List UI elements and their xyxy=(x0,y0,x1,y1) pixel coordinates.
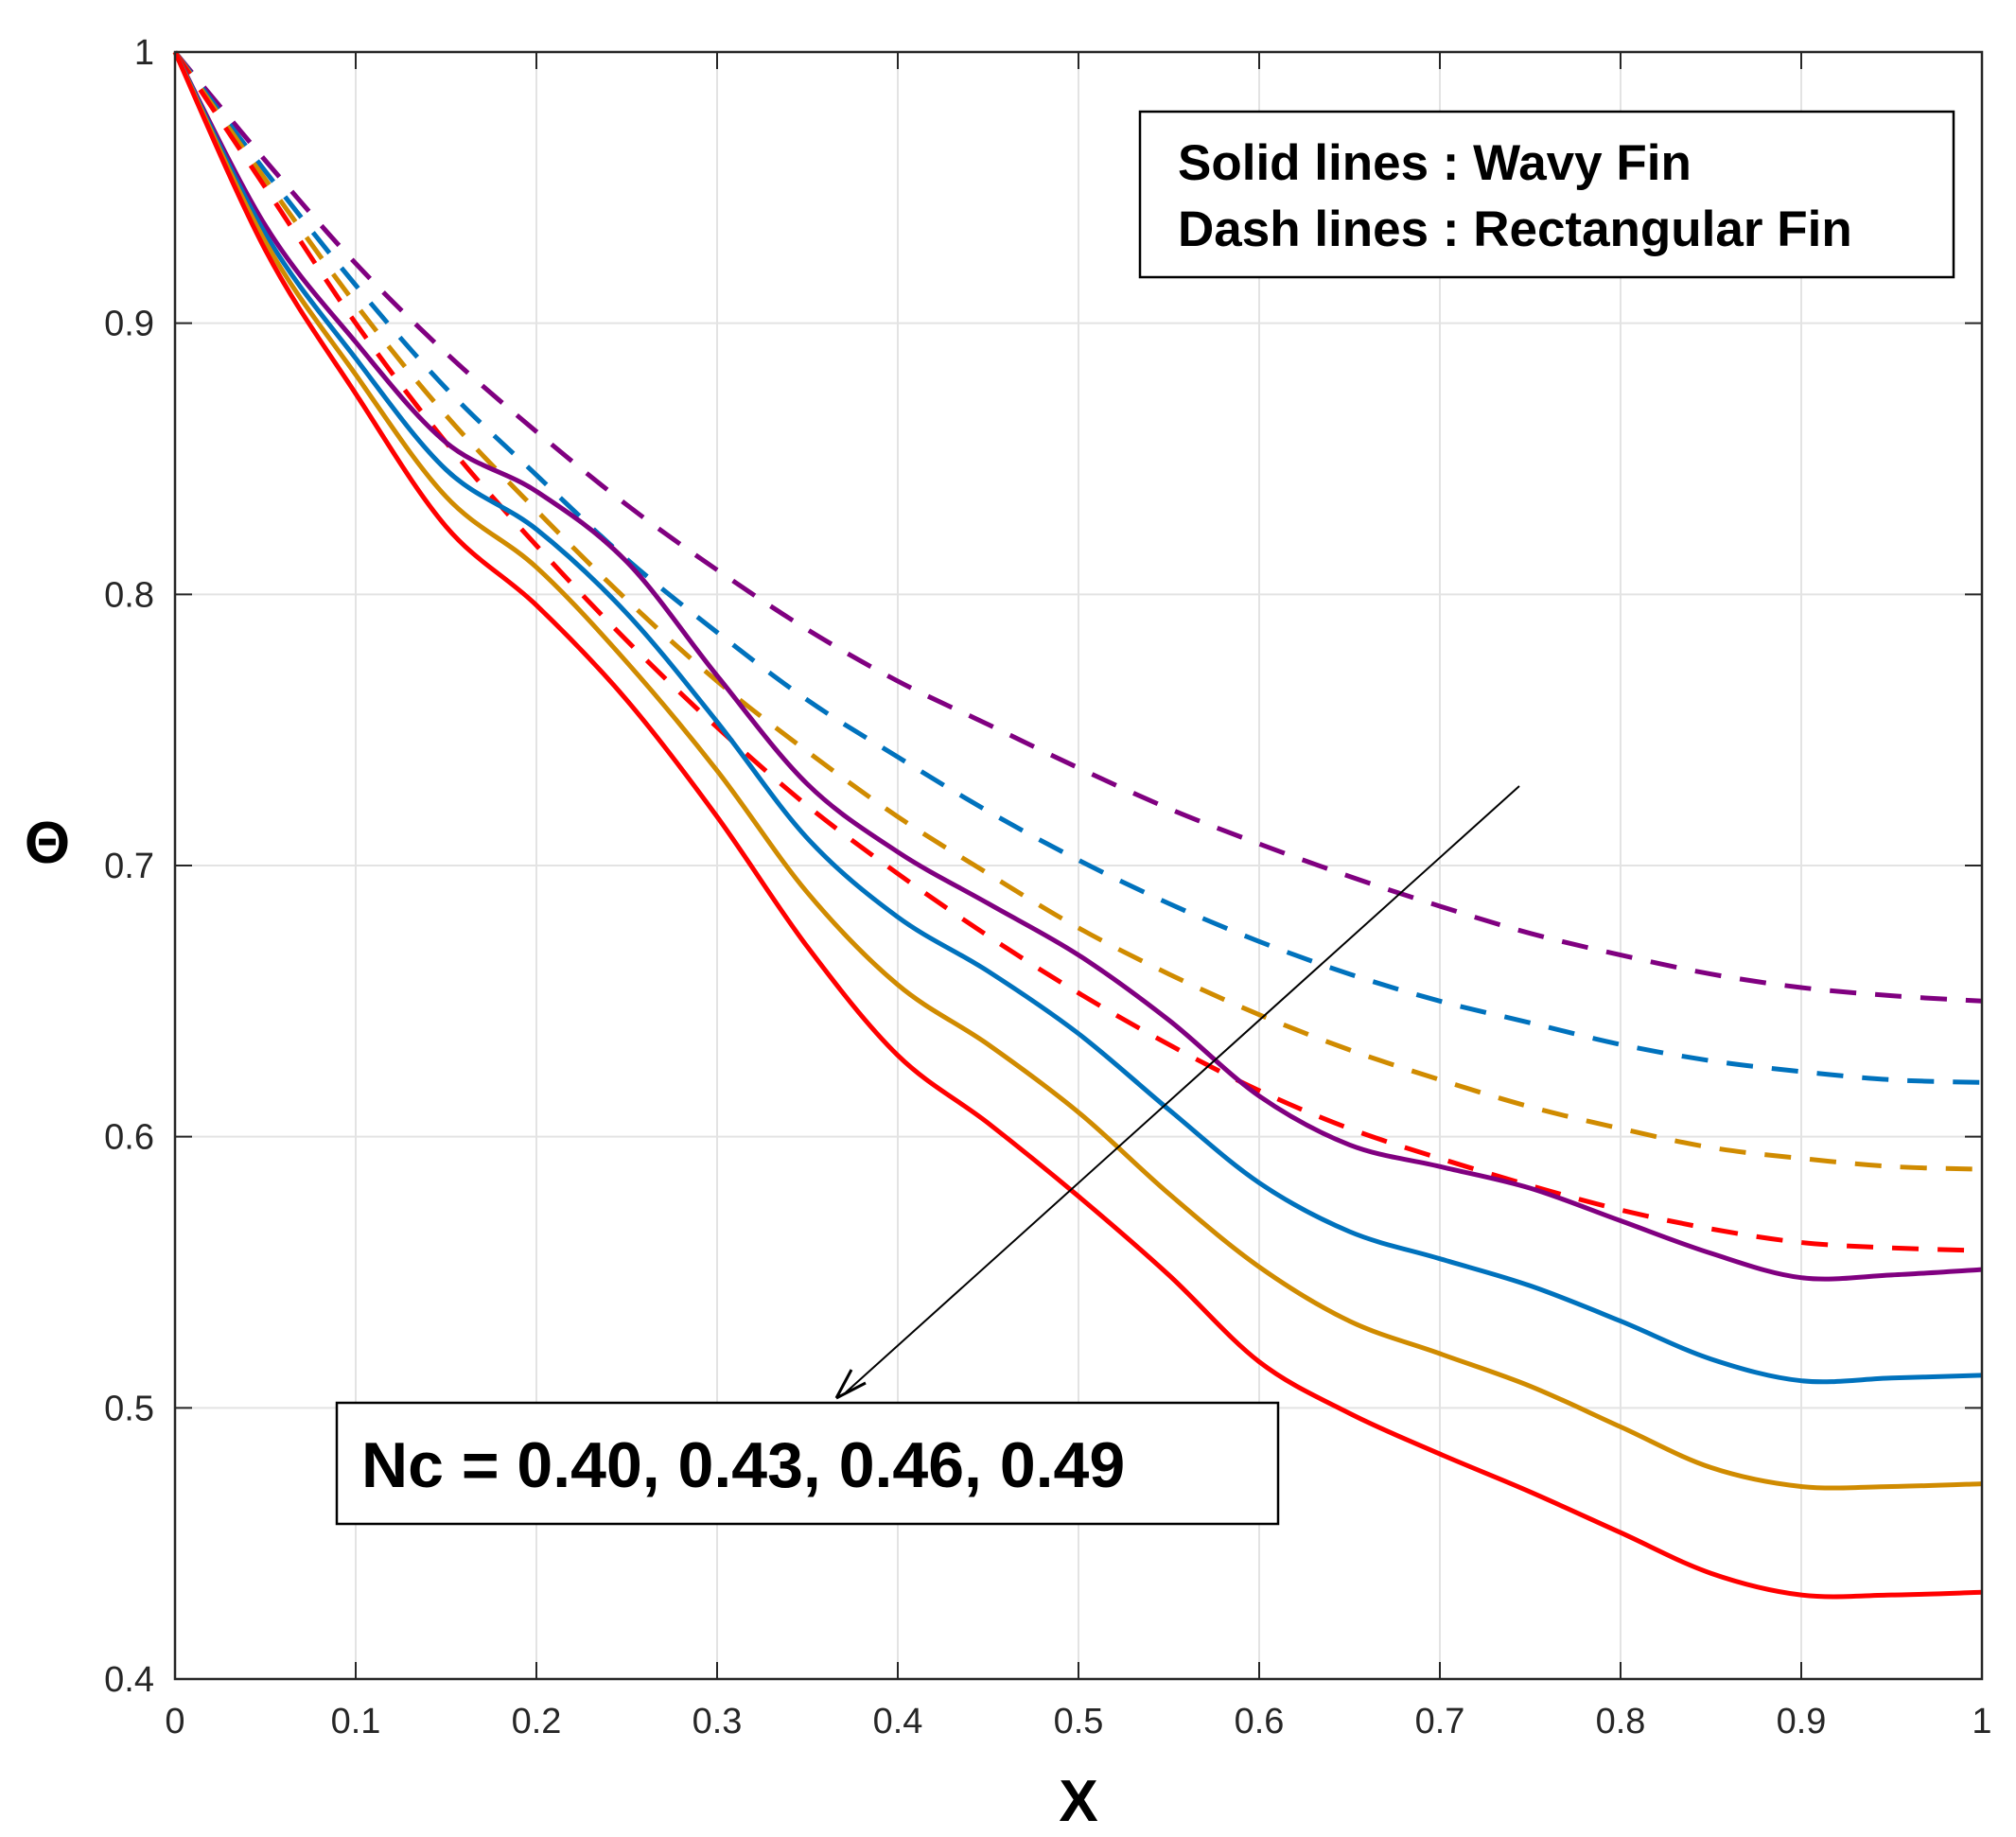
y-tick-label: 0.4 xyxy=(104,1660,154,1700)
x-tick-labels: 0 0.1 0.2 0.3 0.4 0.5 0.6 0.7 0.8 0.9 1 xyxy=(165,1702,1991,1741)
rectangular-fin-dashed-line xyxy=(172,50,1983,1172)
annotation-text: Nc = 0.40, 0.43, 0.46, 0.49 xyxy=(361,1429,1125,1501)
annotation-arrow-line xyxy=(845,785,1520,1393)
y-tick-label: 0.5 xyxy=(104,1389,154,1428)
y-tick-labels: 0.4 0.5 0.6 0.7 0.8 0.9 1 xyxy=(104,33,154,1700)
y-axis-title: Θ xyxy=(25,811,70,876)
x-tick-label: 1 xyxy=(1972,1702,1991,1741)
x-tick-label: 0.2 xyxy=(512,1702,562,1741)
rectangular-fin-dashed-line xyxy=(173,50,1983,1085)
y-tick-label: 0.6 xyxy=(104,1118,154,1158)
x-axis-title: X xyxy=(1059,1769,1097,1834)
legend-frame xyxy=(1138,110,1955,279)
rectangular-fin-dashed-line xyxy=(172,50,1983,1253)
annotation-arrowhead xyxy=(834,1369,867,1400)
wavy-fin-solid-line xyxy=(172,50,1983,1600)
x-tick-label: 0.9 xyxy=(1777,1702,1827,1741)
y-tick-label: 0.8 xyxy=(104,575,154,615)
legend-line-solid: Solid lines : Wavy Fin xyxy=(1178,135,1692,191)
nc-annotation: Nc = 0.40, 0.43, 0.46, 0.49 xyxy=(335,785,1520,1526)
annotation-frame xyxy=(335,1401,1280,1526)
legend-line-dash: Dash lines : Rectangular Fin xyxy=(1178,201,1852,257)
x-tick-label: 0.4 xyxy=(873,1702,923,1741)
y-tick-label: 1 xyxy=(134,33,154,73)
wavy-fin-solid-line xyxy=(172,50,1983,1491)
x-tick-label: 0 xyxy=(165,1702,184,1741)
rectangular-fin-dashed-line xyxy=(173,50,1983,1004)
x-tick-label: 0.7 xyxy=(1415,1702,1465,1741)
legend-box: Solid lines : Wavy Fin Dash lines : Rect… xyxy=(1138,110,1955,279)
y-tick-label: 0.9 xyxy=(104,305,154,344)
x-tick-label: 0.5 xyxy=(1054,1702,1104,1741)
x-tick-label: 0.8 xyxy=(1596,1702,1646,1741)
y-tick-label: 0.7 xyxy=(104,847,154,886)
x-tick-label: 0.6 xyxy=(1235,1702,1285,1741)
wavy-fin-solid-line xyxy=(172,50,1983,1282)
x-tick-label: 0.3 xyxy=(692,1702,743,1741)
plot-frame xyxy=(173,50,1984,1681)
wavy-fin-solid-line xyxy=(172,50,1983,1385)
series-lines xyxy=(172,50,1983,1600)
x-tick-label: 0.1 xyxy=(331,1702,381,1741)
